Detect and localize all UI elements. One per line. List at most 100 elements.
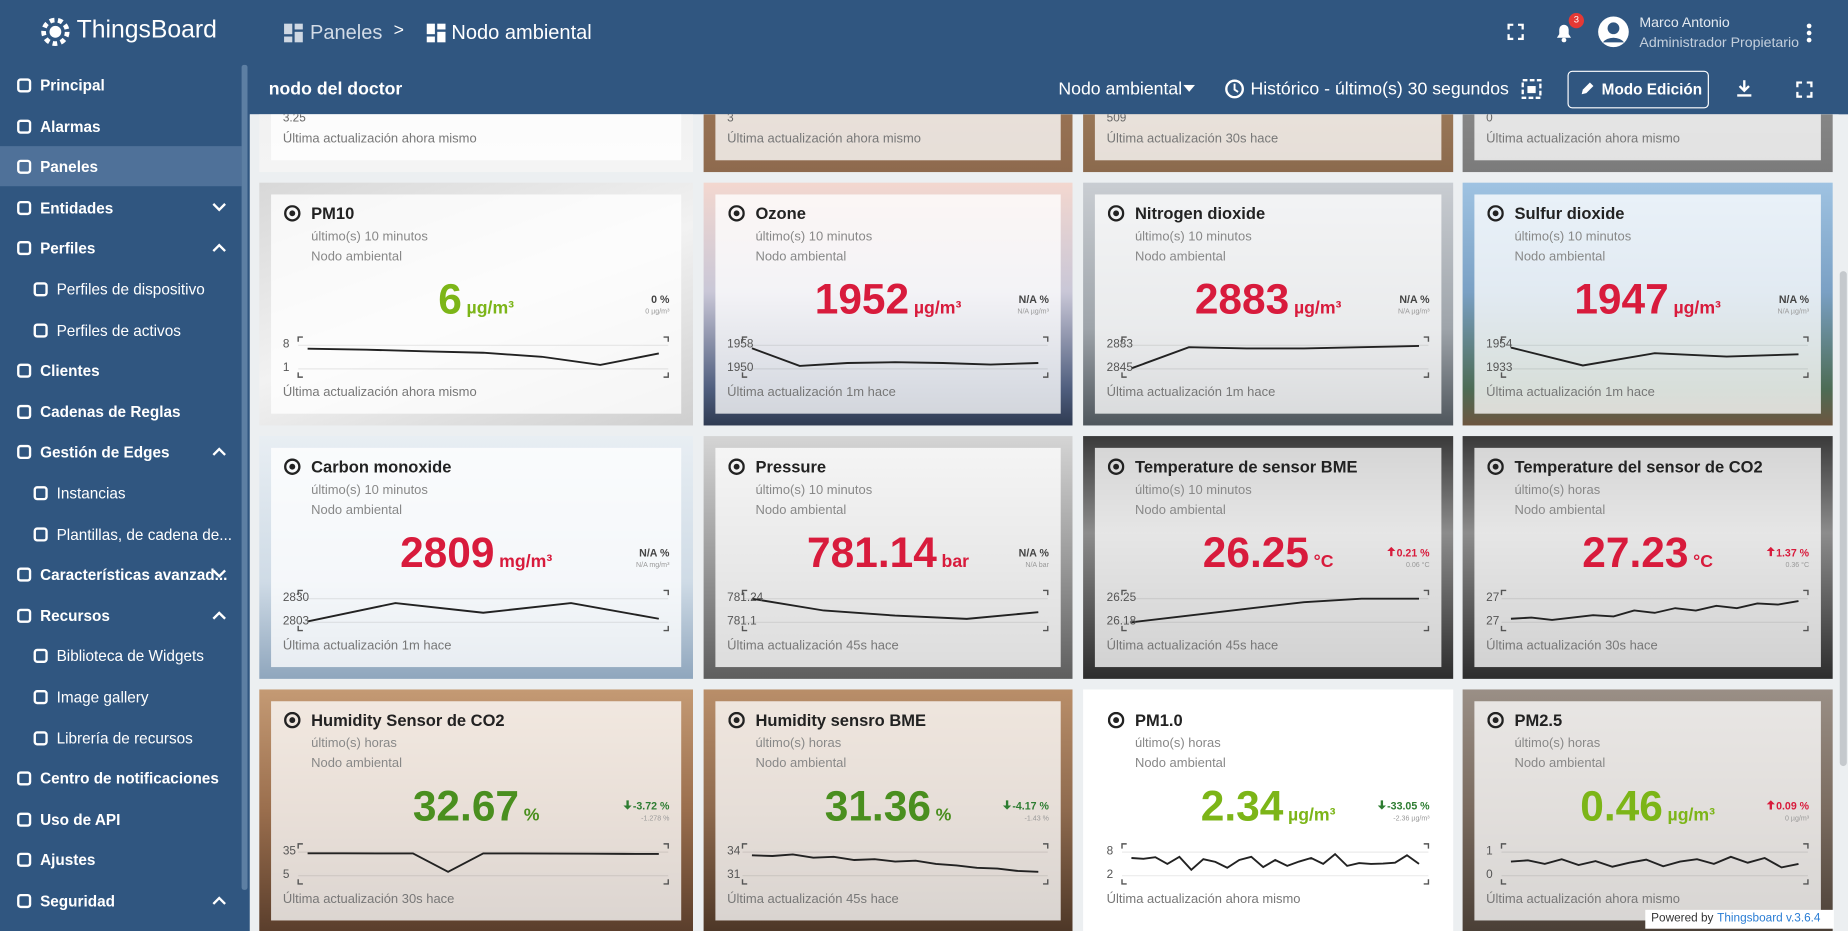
last-update: Última actualización 30s hace: [282, 892, 455, 907]
value: 2883: [1194, 274, 1290, 323]
widget-title: PM10: [311, 203, 355, 223]
menu-chevron: [212, 896, 226, 905]
icon-dot: [1492, 463, 1499, 470]
menu-item[interactable]: Plantillas, de cadena de...: [0, 513, 242, 553]
change-absolute: 0.06 °C: [1405, 562, 1430, 570]
widget: PM10 último(s) 10 minutos Nodo ambiental 6 µ…: [259, 182, 693, 426]
trend-arrow: [623, 800, 632, 810]
widget-icon: [1487, 458, 1504, 475]
menu-label: Características avanzad...: [40, 565, 228, 584]
menu-icon-shape: [17, 893, 32, 909]
axis-bracket: [741, 336, 1049, 378]
menu-item[interactable]: Seguridad: [0, 880, 242, 920]
expand-button[interactable]: [1796, 81, 1813, 98]
widget: PM1.0 último(s) horas Nodo ambiental 2.34 µg…: [1083, 689, 1454, 931]
menu-item[interactable]: Principal: [0, 65, 242, 105]
change-percent: -33.05 %: [1387, 800, 1430, 813]
layout-button[interactable]: [1521, 78, 1542, 99]
widget-card: [1474, 447, 1821, 668]
axis-bracket: [297, 589, 669, 632]
axis-bracket: [1121, 589, 1430, 632]
unit: µg/m³: [1288, 804, 1336, 825]
menu-item[interactable]: Cadenas de Reglas: [0, 391, 242, 431]
change: -3.72 % -1.278 %: [623, 794, 670, 823]
axis-bracket: [741, 843, 1049, 885]
version-link[interactable]: Thingsboard v.3.6.4: [1717, 912, 1821, 926]
widget-title: Carbon monoxide: [311, 457, 452, 477]
notifications-button[interactable]: [1553, 21, 1574, 43]
menu-icon-shape: [17, 608, 32, 623]
sparkline-line: [1131, 852, 1420, 872]
menu-item[interactable]: Centro de notificaciones: [0, 758, 242, 798]
state-select[interactable]: Nodo ambiental: [1058, 78, 1183, 99]
edit-button[interactable]: [1567, 70, 1709, 109]
icon-shape: [1487, 205, 1504, 222]
menu-item[interactable]: Recursos: [0, 595, 242, 635]
icon-shape: [1107, 458, 1125, 475]
menu-item[interactable]: Clientes: [0, 350, 242, 390]
menu-icon-shape: [33, 730, 48, 745]
last-update: Última actualización ahora mismo: [282, 131, 477, 147]
widget-title: PM1.0: [1134, 710, 1183, 730]
icon-dot: [733, 210, 740, 217]
logo: [41, 17, 70, 46]
axis-bracket: [1500, 336, 1809, 378]
menu-item[interactable]: Paneles: [0, 146, 242, 187]
menu-chevron: [212, 569, 226, 579]
menu-label: Librería de recursos: [56, 729, 193, 747]
avatar[interactable]: [1597, 15, 1630, 48]
menu-chevron: [212, 610, 226, 620]
axis-label: 0: [1486, 114, 1493, 125]
menu-item[interactable]: Gestión de Edges: [0, 432, 242, 472]
dashboard-content: 3.25 Última actualización ahora mismo 3 Últ…: [249, 114, 1839, 931]
change: N/A % N/A mg/m³: [636, 541, 669, 569]
change-absolute: -1.278 %: [641, 815, 670, 823]
widget-icon: [1487, 205, 1504, 222]
y-tick-label: 2830: [282, 591, 310, 605]
menu-item[interactable]: Alarmas: [0, 106, 242, 146]
menu-icon: [33, 486, 48, 501]
menu-item[interactable]: Biblioteca de Widgets: [0, 636, 242, 676]
icon-dot: [1492, 717, 1499, 724]
breadcrumb[interactable]: Paneles: [309, 21, 383, 44]
sparkline: [1500, 843, 1809, 885]
menu-icon: [17, 241, 32, 256]
menu-icon: [17, 78, 32, 93]
menu-item[interactable]: Perfiles: [0, 228, 242, 268]
sparkline-line: [1131, 344, 1420, 370]
menu-item[interactable]: Image gallery: [0, 676, 242, 716]
sparkline-line: [1510, 346, 1799, 367]
arrow: [1766, 800, 1775, 810]
footer: [1645, 909, 1834, 929]
fullscreen-button[interactable]: [1507, 23, 1524, 41]
last-update: Última actualización 30s hace: [1486, 638, 1658, 653]
edit-button-label[interactable]: Modo Edición: [1601, 80, 1703, 98]
menu-item[interactable]: Características avanzad...: [0, 554, 242, 594]
value: 0.46: [1580, 781, 1663, 830]
widget: Ozone último(s) 10 minutos Nodo ambiental 1…: [703, 182, 1073, 426]
trend-arrow: [1766, 800, 1775, 810]
widget-device: Nodo ambiental: [311, 756, 402, 771]
menu-item[interactable]: Uso de API: [0, 799, 242, 839]
y-tick-label: 1950: [727, 361, 754, 375]
download-button[interactable]: [1736, 80, 1753, 98]
widget-interval: último(s) horas: [1134, 736, 1221, 751]
menu-item[interactable]: Entidades: [0, 187, 242, 227]
menu-item[interactable]: Ajustes: [0, 840, 242, 880]
arrow: [1387, 546, 1396, 557]
menu-item[interactable]: Perfiles de activos: [0, 309, 242, 349]
change-percent: N/A %: [639, 546, 670, 559]
last-update: Última actualización 45s hace: [1106, 638, 1279, 653]
breadcrumb-separator: >: [393, 20, 404, 41]
menu-item[interactable]: Perfiles de dispositivo: [0, 269, 242, 309]
menu-item[interactable]: Librería de recursos: [0, 717, 242, 757]
menu-button[interactable]: [1804, 22, 1813, 43]
menu-item[interactable]: Instancias: [0, 473, 242, 513]
menu-label: Perfiles: [40, 239, 96, 258]
widget: Pressure último(s) 10 minutos Nodo ambient…: [703, 436, 1073, 679]
timewindow[interactable]: Histórico - último(s) 30 segundos: [1250, 78, 1509, 99]
icon-shape: [1487, 458, 1504, 475]
icon-shape: [284, 458, 301, 475]
widget-icon: [728, 205, 745, 222]
